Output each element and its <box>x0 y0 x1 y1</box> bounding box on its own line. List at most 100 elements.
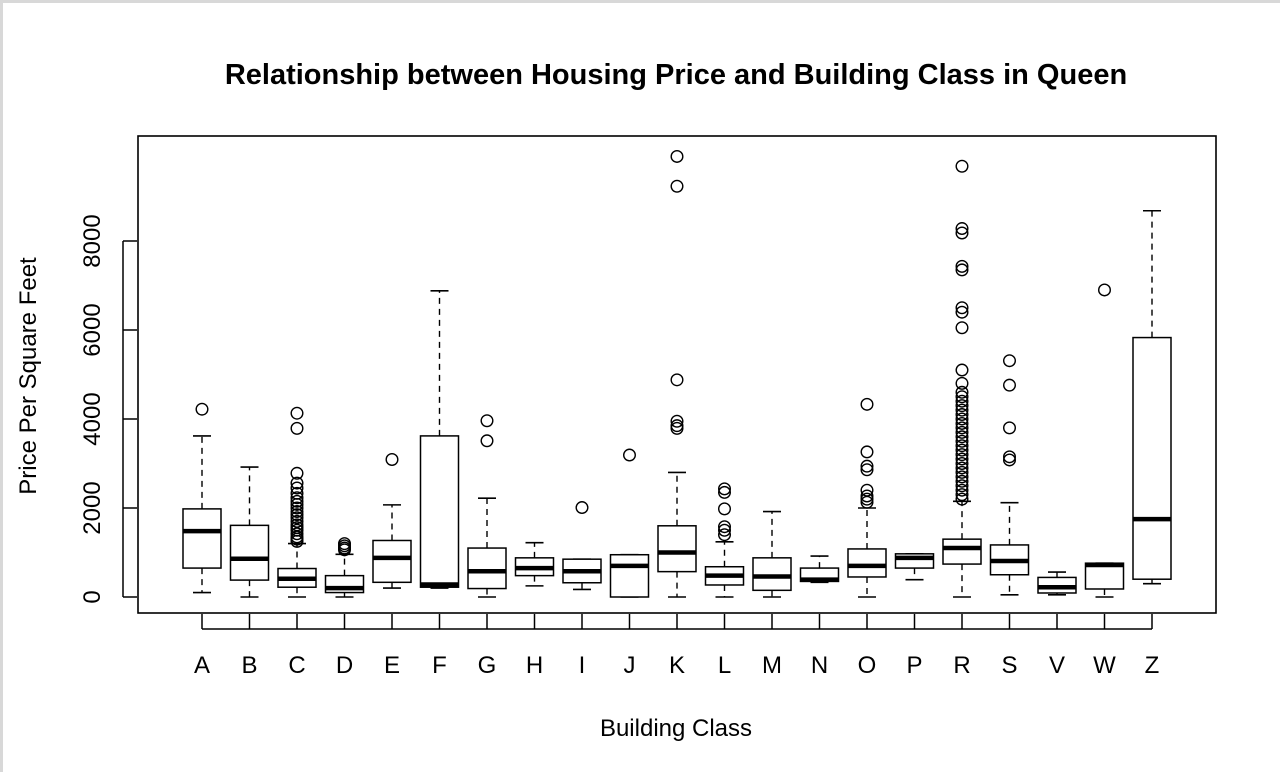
x-tick-label: E <box>384 652 400 679</box>
outlier-point <box>955 452 969 466</box>
y-tick-label: 2000 <box>79 481 106 534</box>
outlier-point <box>480 434 494 448</box>
box-iqr <box>609 553 650 598</box>
x-tick-label: B <box>241 652 257 679</box>
box-O <box>847 397 887 598</box>
outlier-point <box>955 363 969 377</box>
outlier-point <box>955 479 969 493</box>
outlier-point <box>955 448 969 462</box>
y-tick-label: 8000 <box>79 214 106 267</box>
box-F <box>419 290 460 589</box>
outlier-point <box>955 385 969 399</box>
outlier-point <box>1003 378 1017 392</box>
outlier-point <box>290 518 304 532</box>
outlier-point <box>670 419 684 433</box>
x-tick-label: C <box>288 652 305 679</box>
outlier-point <box>338 537 352 551</box>
x-tick-label: N <box>811 652 828 679</box>
outlier-point <box>718 528 732 542</box>
outlier-point <box>955 483 969 497</box>
outlier-point <box>290 494 304 508</box>
outlier-point <box>955 222 969 236</box>
x-tick-label: H <box>526 652 543 679</box>
x-tick-label: I <box>579 652 586 679</box>
outlier-point <box>955 226 969 240</box>
box-iqr <box>419 435 460 588</box>
y-tick-label: 4000 <box>79 392 106 445</box>
y-axis: 0 2000 4000 6000 8000 <box>79 214 137 604</box>
x-axis-label: Building Class <box>600 715 752 742</box>
outlier-point <box>1097 283 1111 297</box>
y-tick-label: 0 <box>79 590 106 603</box>
outlier-point <box>718 485 732 499</box>
outlier-point <box>1003 421 1017 435</box>
outlier-point <box>670 421 684 435</box>
box-H <box>514 541 555 587</box>
x-tick-label: D <box>336 652 353 679</box>
x-tick-label: F <box>432 652 447 679</box>
outlier-point <box>290 527 304 541</box>
outlier-point <box>955 488 969 502</box>
outlier-point <box>860 463 874 477</box>
outlier-point <box>290 481 304 495</box>
box-R <box>942 159 982 598</box>
box-S <box>989 354 1030 596</box>
outlier-point <box>955 263 969 277</box>
outlier-point <box>290 476 304 490</box>
outlier-point <box>860 492 874 506</box>
y-axis-label: Price Per Square Feet <box>15 257 42 495</box>
outlier-point <box>385 452 399 466</box>
outlier-point <box>718 502 732 516</box>
outlier-point <box>290 406 304 420</box>
outlier-point <box>290 501 304 515</box>
x-tick-label: K <box>669 652 685 679</box>
box-N <box>799 555 840 584</box>
box-I <box>562 501 602 591</box>
x-tick-label: Z <box>1145 652 1160 679</box>
box-W <box>1084 283 1125 598</box>
box-iqr <box>182 508 222 569</box>
x-tick-label: R <box>953 652 970 679</box>
outlier-point <box>955 474 969 488</box>
outlier-point <box>955 492 969 506</box>
outlier-point <box>670 373 684 387</box>
box-C <box>277 406 317 598</box>
outlier-point <box>955 403 969 417</box>
x-tick-label: P <box>906 652 922 679</box>
outlier-point <box>955 390 969 404</box>
box-iqr <box>467 547 507 590</box>
outlier-point <box>860 459 874 473</box>
outlier-point <box>1003 453 1017 467</box>
x-tick-label: A <box>194 652 210 679</box>
outlier-point <box>290 511 304 525</box>
box-J <box>609 448 650 598</box>
outlier-point <box>955 421 969 435</box>
box-iqr <box>942 538 982 565</box>
outlier-point <box>623 448 637 462</box>
x-tick-label: W <box>1093 652 1116 679</box>
outlier-point <box>718 523 732 537</box>
outlier-point <box>480 414 494 428</box>
outlier-point <box>955 305 969 319</box>
box-A <box>182 402 222 594</box>
box-iqr <box>229 524 270 581</box>
outlier-point <box>955 408 969 422</box>
outlier-point <box>955 301 969 315</box>
outlier-point <box>718 482 732 496</box>
outlier-point <box>290 508 304 522</box>
x-tick-label: O <box>858 652 877 679</box>
outlier-point <box>718 520 732 534</box>
outlier-point <box>955 465 969 479</box>
chart-title: Relationship between Housing Price and B… <box>225 59 1127 91</box>
outlier-point <box>195 402 209 416</box>
outlier-point <box>955 416 969 430</box>
outlier-point <box>575 501 589 515</box>
outlier-point <box>290 491 304 505</box>
outlier-point <box>955 434 969 448</box>
outlier-point <box>955 457 969 471</box>
x-tick-label: L <box>718 652 731 679</box>
outlier-point <box>955 159 969 173</box>
box-iqr <box>1132 336 1172 580</box>
